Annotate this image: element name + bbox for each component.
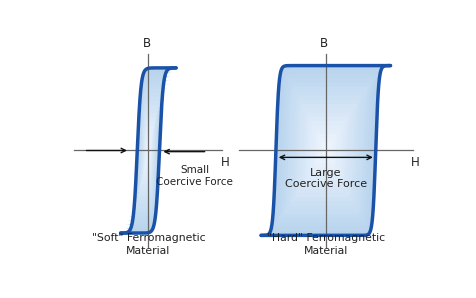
Polygon shape (139, 122, 158, 179)
Polygon shape (303, 121, 347, 180)
Polygon shape (280, 91, 370, 210)
Polygon shape (145, 142, 151, 159)
Polygon shape (147, 146, 149, 155)
Polygon shape (273, 83, 377, 218)
Polygon shape (123, 76, 173, 225)
Polygon shape (144, 138, 152, 163)
Polygon shape (126, 84, 170, 217)
Polygon shape (322, 146, 328, 155)
Polygon shape (296, 112, 354, 189)
Polygon shape (270, 78, 380, 223)
Text: Large
Coercive Force: Large Coercive Force (284, 168, 366, 189)
Text: "Soft" Ferromagnetic
Material: "Soft" Ferromagnetic Material (91, 233, 205, 256)
Polygon shape (130, 97, 166, 204)
Text: B: B (142, 37, 150, 49)
Text: "Hard" Ferromagnetic
Material: "Hard" Ferromagnetic Material (266, 233, 384, 256)
Polygon shape (142, 134, 154, 167)
Text: H: H (220, 156, 228, 169)
Polygon shape (129, 93, 168, 208)
Polygon shape (267, 74, 383, 227)
Polygon shape (318, 142, 332, 159)
Polygon shape (133, 105, 163, 196)
Polygon shape (299, 117, 351, 184)
Polygon shape (260, 66, 390, 235)
Polygon shape (316, 138, 335, 163)
Polygon shape (293, 108, 357, 193)
Polygon shape (131, 101, 165, 200)
Polygon shape (137, 117, 159, 184)
Polygon shape (287, 100, 364, 201)
Polygon shape (312, 134, 338, 167)
Polygon shape (140, 126, 156, 175)
Text: B: B (319, 37, 327, 49)
Polygon shape (125, 80, 171, 221)
Polygon shape (309, 129, 341, 172)
Polygon shape (134, 109, 162, 192)
Polygon shape (264, 70, 387, 231)
Polygon shape (306, 125, 345, 176)
Text: Small
Coercive Force: Small Coercive Force (156, 165, 232, 187)
Polygon shape (136, 113, 160, 188)
Polygon shape (122, 72, 174, 229)
Polygon shape (289, 104, 361, 197)
Polygon shape (141, 130, 155, 171)
Polygon shape (120, 68, 176, 233)
Text: H: H (410, 156, 419, 169)
Polygon shape (283, 95, 367, 206)
Polygon shape (277, 87, 374, 214)
Polygon shape (127, 89, 169, 212)
